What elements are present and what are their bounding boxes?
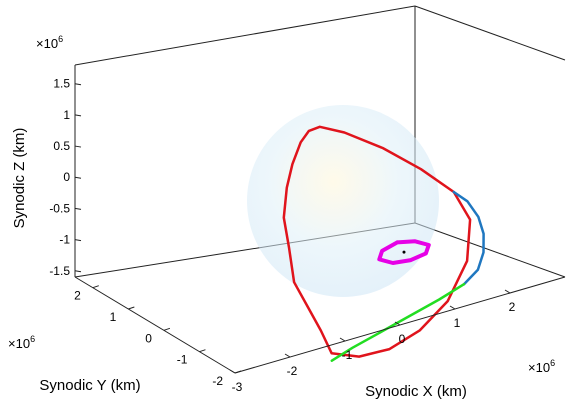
box-edge [414,222,566,278]
y-axis-line [74,276,236,374]
z-axis-label: Synodic Z (km) [11,128,28,229]
z-tick [74,83,82,86]
x-tick [229,369,236,374]
x-tick-label: 1 [454,316,461,330]
x-axis-label: Synodic X (km) [365,383,467,400]
y-tick [128,306,135,310]
z-tick [74,207,82,210]
y-axis-label: Synodic Y (km) [39,377,140,394]
z-tick-label: -1.5 [49,264,70,278]
series-0-line [282,125,472,358]
box-edge [414,5,566,61]
z-tick-label: -0.5 [49,201,70,215]
center-marker [402,250,406,254]
y-tick [234,370,242,374]
y-tick-label: 2 [74,289,81,303]
y-tick-label: -1 [177,353,188,367]
moon-sphere [247,105,439,297]
series-layer [282,125,485,362]
x-tick [339,337,346,342]
y-tick-label: 0 [145,331,152,345]
y-exponent-label: ×106 [8,334,35,351]
x-tick-label: -1 [342,348,353,362]
z-tick-label: 1 [63,108,70,122]
z-tick [74,145,82,148]
x-tick-label: -3 [232,380,243,394]
box-edge [74,5,416,66]
z-tick-label: 0 [63,170,70,184]
z-exponent-label: ×106 [36,34,63,51]
x-tick [504,289,511,294]
z-tick-label: 0.5 [53,139,70,153]
z-tick [74,239,82,242]
x-tick [284,353,291,358]
axes-box-back [74,5,566,278]
x-tick-label: 0 [399,332,406,346]
y-tick [199,349,206,353]
z-tick-label: 1.5 [53,77,70,91]
x-tick [394,321,401,326]
z-tick [74,114,82,117]
y-tick [163,327,171,331]
series-1-line [452,190,485,286]
z-tick-label: -1 [59,233,70,247]
x-tick-label: 2 [509,300,516,314]
y-tick-label: -2 [212,374,223,388]
marker-layer [402,250,406,254]
y-tick-label: 1 [110,310,117,324]
z-tick [74,270,82,273]
z-tick [74,176,82,179]
ticks-layer: 1.5 1 0.5 0 -0.5 -1 -1.5 -2 -1 0 1 2 -3 -2 -1 0 1 2 [49,77,515,394]
series-2-line [330,282,466,362]
x-exponent-label: ×106 [528,358,555,375]
x-tick-label: -2 [287,364,298,378]
series-3-line [377,239,431,265]
y-tick [92,285,99,289]
x-tick [449,305,456,310]
